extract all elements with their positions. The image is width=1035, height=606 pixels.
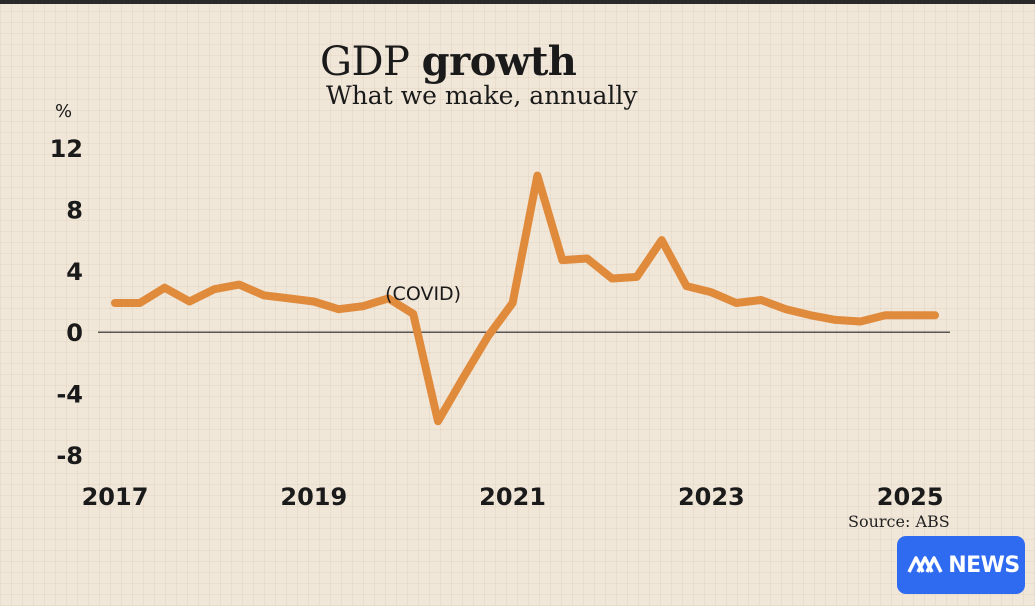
y-tick-label: 0 — [66, 319, 83, 347]
title-regular: GDP — [320, 39, 410, 85]
gdp-growth-series-line — [111, 171, 939, 426]
y-tick-label: -4 — [56, 381, 83, 409]
y-tick-label: 4 — [66, 258, 83, 286]
covid-annotation: (COVID) — [385, 283, 461, 305]
abc-logo-icon — [907, 556, 943, 573]
x-tick-label: 2017 — [82, 483, 149, 511]
chart-title: GDP growth — [320, 38, 638, 85]
top-border — [0, 0, 1035, 4]
y-tick-label: -8 — [56, 442, 83, 470]
chart-header: GDP growth What we make, annually — [320, 40, 638, 110]
title-bold: growth — [421, 38, 577, 85]
news-label: NEWS — [948, 552, 1020, 578]
x-tick-label: 2019 — [280, 483, 347, 511]
x-tick-label: 2021 — [479, 483, 546, 511]
y-tick-label: 8 — [66, 196, 83, 224]
chart-subtitle: What we make, annually — [326, 81, 638, 110]
source-note: Source: ABS — [848, 512, 950, 531]
x-tick-label: 2025 — [877, 483, 944, 511]
y-tick-label: 12 — [50, 135, 83, 163]
x-tick-label: 2023 — [678, 483, 745, 511]
y-axis-unit-label: % — [55, 101, 72, 122]
abc-news-badge: NEWS — [897, 536, 1025, 594]
